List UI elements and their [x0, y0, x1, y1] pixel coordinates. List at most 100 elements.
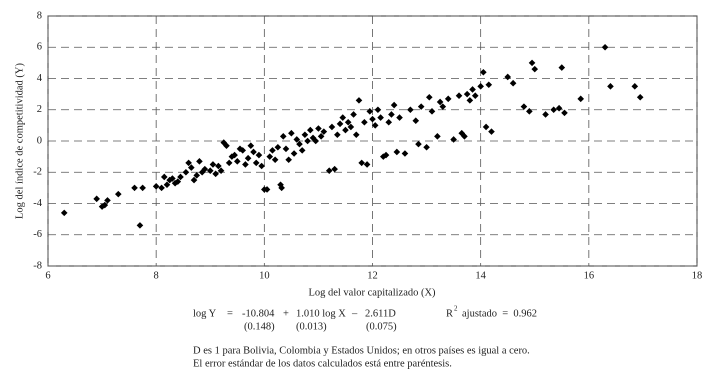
data-point — [477, 83, 484, 90]
data-point — [131, 184, 138, 192]
data-point — [385, 118, 393, 126]
data-point — [298, 147, 306, 154]
data-point — [363, 161, 371, 168]
x-axis-label: Log del valor capitalizado (X) — [308, 287, 436, 298]
data-point — [520, 103, 528, 110]
equation-minus: – — [351, 308, 358, 319]
x-tick-label: 18 — [692, 270, 703, 281]
data-point — [201, 165, 209, 173]
data-point — [377, 114, 384, 121]
data-point — [347, 123, 355, 131]
data-point — [304, 137, 311, 145]
data-point — [158, 184, 165, 192]
equation-slope: 1.010 log X — [296, 308, 346, 319]
data-point — [331, 165, 338, 173]
data-point — [423, 143, 430, 151]
data-point — [215, 162, 222, 170]
r2-text: ajustado = 0.962 — [462, 308, 537, 319]
data-point — [317, 133, 325, 140]
se-slope: (0.013) — [296, 321, 327, 332]
data-point — [450, 136, 457, 143]
data-point — [196, 158, 203, 165]
data-point — [342, 126, 349, 134]
data-point — [277, 181, 284, 189]
equation-lhs: log Y — [193, 308, 217, 319]
data-point — [320, 128, 328, 135]
data-point — [252, 159, 260, 167]
data-point — [101, 201, 109, 209]
data-point — [439, 103, 447, 110]
equation-plus: + — [283, 308, 289, 319]
data-point — [278, 184, 285, 192]
data-point — [325, 167, 333, 174]
data-point — [366, 108, 374, 115]
data-point — [542, 111, 549, 118]
data-point — [315, 125, 322, 132]
y-tick-label: 0 — [37, 135, 42, 146]
data-point — [169, 175, 176, 182]
data-point — [223, 142, 230, 149]
data-point — [279, 133, 287, 140]
note: El error estándar de los datos calculado… — [193, 358, 452, 369]
data-point — [93, 195, 100, 203]
data-point — [336, 120, 344, 128]
data-point — [271, 156, 279, 164]
data-point — [469, 86, 476, 93]
data-point — [555, 104, 563, 112]
data-point — [188, 164, 195, 171]
data-point — [282, 145, 290, 153]
data-point — [361, 118, 368, 126]
data-point — [177, 173, 184, 181]
data-point — [334, 131, 341, 139]
data-point — [250, 148, 257, 156]
y-tick-label: -2 — [33, 167, 42, 178]
data-point — [396, 114, 403, 121]
x-tick-label: 16 — [584, 270, 595, 281]
data-point — [296, 140, 303, 148]
data-point — [288, 129, 295, 137]
data-point — [407, 106, 414, 114]
data-point — [285, 156, 292, 164]
data-point — [455, 92, 463, 99]
data-point — [561, 109, 568, 117]
data-point — [358, 159, 365, 167]
data-point — [139, 184, 146, 192]
data-point — [209, 161, 217, 168]
y-tick-label: -6 — [33, 229, 42, 240]
data-point — [255, 151, 263, 159]
y-tick-label: 8 — [37, 10, 42, 21]
data-point — [412, 117, 420, 124]
x-tick-label: 8 — [154, 270, 159, 281]
data-point — [163, 181, 171, 189]
y-tick-label: 6 — [37, 42, 42, 53]
data-point — [371, 122, 379, 129]
data-point — [258, 162, 265, 170]
data-point — [239, 147, 246, 154]
data-point — [263, 186, 271, 193]
data-point — [425, 93, 433, 101]
data-point — [631, 83, 639, 90]
data-point — [242, 161, 249, 168]
data-point — [269, 147, 276, 154]
data-point — [466, 97, 474, 104]
data-point — [274, 143, 282, 151]
data-point — [115, 190, 122, 198]
data-point — [231, 151, 238, 159]
data-point — [185, 159, 192, 167]
data-point — [369, 115, 376, 123]
data-point — [190, 176, 198, 184]
data-point — [607, 83, 614, 90]
data-point — [550, 106, 557, 114]
data-point — [382, 151, 390, 159]
data-point — [444, 95, 452, 103]
data-point — [415, 140, 422, 148]
data-point — [328, 123, 336, 131]
data-point — [636, 93, 644, 101]
data-point — [152, 183, 160, 190]
data-point — [352, 131, 360, 139]
data-point — [461, 133, 468, 140]
y-tick-label: 2 — [37, 104, 42, 115]
data-point — [136, 222, 144, 229]
se-const: (0.148) — [244, 321, 275, 332]
